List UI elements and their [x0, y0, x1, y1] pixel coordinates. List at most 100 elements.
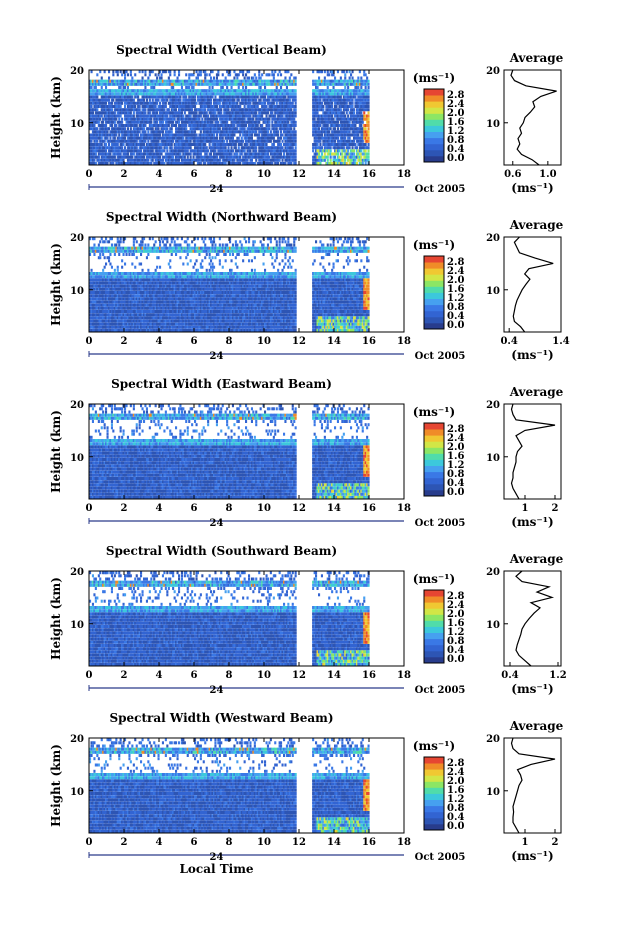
heatmap-cell [293, 82, 296, 86]
heatmap-cell [319, 120, 322, 124]
heatmap-cell [103, 98, 106, 102]
heatmap-cell [99, 291, 102, 294]
heatmap-cell [224, 155, 227, 159]
heatmap-cell [288, 124, 291, 127]
heatmap-cell [96, 300, 99, 304]
heatmap-cell [233, 89, 236, 93]
heatmap-cell [348, 130, 351, 134]
heatmap-cell [103, 70, 106, 74]
heatmap-cell [245, 92, 248, 96]
heatmap-cell [105, 108, 108, 112]
heatmap-cell [213, 143, 216, 146]
heatmap-cell [221, 133, 224, 137]
heatmap-cell [151, 70, 154, 74]
heatmap-cell [341, 105, 344, 108]
heatmap-cell [313, 101, 316, 105]
heatmap-cell [242, 82, 245, 86]
heatmap-cell [154, 162, 157, 165]
heatmap-cell [220, 108, 223, 112]
heatmap-cell [268, 98, 271, 102]
heatmap-cell [266, 120, 269, 124]
heatmap-cell [166, 98, 169, 102]
heatmap-cell [264, 86, 267, 89]
heatmap-cell [277, 158, 280, 162]
heatmap-cell [280, 133, 283, 137]
heatmap-cell [150, 108, 153, 112]
heatmap-cell [363, 89, 366, 93]
heatmap-cell [230, 101, 233, 105]
heatmap-cell [176, 114, 179, 118]
heatmap-cell [265, 82, 268, 86]
heatmap-cell [284, 101, 287, 105]
heatmap-cell [112, 105, 115, 108]
heatmap-cell [143, 155, 146, 159]
heatmap-cell [196, 152, 199, 156]
heatmap-cell [278, 120, 281, 124]
heatmap-cell [367, 98, 370, 102]
heatmap-cell [106, 249, 109, 253]
heatmap-cell [124, 101, 127, 105]
heatmap-cell [116, 291, 119, 294]
heatmap-cell [335, 111, 338, 115]
heatmap-cell [345, 111, 348, 115]
heatmap-cell [280, 105, 283, 108]
heatmap-cell [262, 143, 265, 146]
heatmap-cell [354, 105, 357, 108]
heatmap-cell [261, 133, 264, 137]
heatmap-cell [96, 297, 99, 301]
heatmap-cell [255, 117, 258, 121]
heatmap-cell [94, 249, 97, 253]
heatmap-cell [194, 98, 197, 102]
heatmap-cell [261, 152, 264, 156]
heatmap-cell [290, 108, 293, 112]
heatmap-cell [294, 95, 297, 99]
heatmap-cell [110, 162, 113, 165]
heatmap-cell [163, 155, 166, 159]
heatmap-cell [288, 149, 291, 153]
heatmap-cell [316, 152, 319, 156]
heatmap-cell [91, 155, 94, 159]
heatmap-cell [249, 82, 252, 86]
heatmap-cell [344, 149, 347, 153]
heatmap-cell [313, 82, 316, 86]
heatmap-cell [207, 98, 210, 102]
heatmap-cell [112, 130, 115, 134]
heatmap-cell [135, 108, 138, 112]
heatmap-cell [93, 82, 96, 86]
heatmap-cell [115, 322, 118, 326]
heatmap-cell [237, 79, 240, 83]
heatmap-cell [126, 98, 129, 102]
heatmap-cell [332, 89, 335, 93]
heatmap-cell [103, 303, 106, 307]
heatmap-cell [258, 117, 261, 121]
heatmap-cell [350, 162, 353, 165]
heatmap-cell [153, 89, 156, 93]
heatmap-cell [90, 306, 93, 310]
heatmap-cell [103, 281, 106, 285]
heatmap-cell [148, 162, 151, 165]
heatmap-cell [252, 105, 255, 108]
heatmap-cell [115, 243, 118, 247]
heatmap-cell [137, 149, 140, 153]
heatmap-cell [252, 114, 255, 118]
heatmap-cell [90, 86, 93, 89]
heatmap-cell [173, 101, 176, 105]
heatmap-cell [223, 149, 226, 153]
heatmap-cell [322, 92, 325, 96]
heatmap-cell [338, 82, 341, 86]
heatmap-cell [280, 143, 283, 146]
heatmap-cell [144, 149, 147, 153]
heatmap-cell [345, 146, 348, 150]
heatmap-cell [290, 73, 293, 77]
heatmap-cell [176, 117, 179, 121]
heatmap-cell [360, 124, 363, 127]
heatmap-cell [318, 82, 321, 86]
heatmap-cell [116, 152, 119, 156]
heatmap-cell [326, 105, 329, 108]
heatmap-cell [281, 127, 284, 131]
heatmap-cell [215, 133, 218, 137]
heatmap-cell [169, 120, 172, 124]
heatmap-cell [229, 136, 232, 140]
heatmap-cell [358, 158, 361, 162]
heatmap-cell [277, 136, 280, 140]
